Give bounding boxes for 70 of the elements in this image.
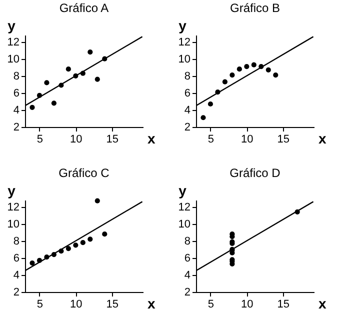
y-tick-label: 6 xyxy=(13,252,20,264)
y-tick-label: 8 xyxy=(13,70,20,82)
point xyxy=(30,104,35,110)
point xyxy=(66,246,71,252)
y-axis-title: y xyxy=(8,18,16,34)
point xyxy=(66,66,71,72)
point xyxy=(208,101,214,107)
point xyxy=(222,79,228,84)
y-tick-label: 4 xyxy=(184,269,190,282)
point xyxy=(94,76,100,82)
x-axis-title: x xyxy=(318,130,326,146)
point xyxy=(273,72,278,78)
y-tick-label: 10 xyxy=(7,53,20,66)
point xyxy=(236,66,242,72)
chart-title: Gráfico C xyxy=(58,166,110,180)
x-tick-label: 15 xyxy=(277,298,290,310)
y-tick-label: 6 xyxy=(184,252,190,264)
point xyxy=(94,198,100,204)
y-tick-label: 4 xyxy=(13,104,20,116)
y-axis-title: y xyxy=(178,182,187,198)
point xyxy=(266,67,271,72)
y-tick-label: 8 xyxy=(184,235,190,248)
chart-title: Gráfico B xyxy=(230,1,280,15)
y-tick-label: 2 xyxy=(184,122,190,134)
y-tick-label: 10 xyxy=(7,218,20,230)
y-tick-label: 6 xyxy=(13,87,20,100)
y-tick-label: 10 xyxy=(178,53,190,66)
point xyxy=(251,62,256,68)
x-axis-title: x xyxy=(148,130,156,146)
x-tick-label: 10 xyxy=(70,134,82,146)
x-tick-label: 5 xyxy=(36,134,44,146)
y-tick-label: 8 xyxy=(13,235,20,248)
x-tick-label: 10 xyxy=(241,134,254,146)
x-tick-label: 5 xyxy=(208,298,214,310)
y-axis-title: y xyxy=(8,182,16,198)
x-tick-label: 15 xyxy=(106,298,118,310)
y-tick-label: 12 xyxy=(178,201,190,214)
point xyxy=(44,80,50,86)
y-tick-label: 2 xyxy=(13,122,20,134)
point xyxy=(230,72,235,78)
y-tick-label: 12 xyxy=(7,36,20,48)
chart-title: Gráfico A xyxy=(59,1,109,15)
y-tick-label: 4 xyxy=(13,269,20,282)
x-axis-title: x xyxy=(318,296,326,312)
point xyxy=(244,64,250,70)
x-tick-label: 5 xyxy=(36,298,44,310)
x-tick-label: 15 xyxy=(106,134,118,146)
x-tick-label: 5 xyxy=(208,134,214,146)
point xyxy=(200,115,206,120)
y-tick-label: 2 xyxy=(184,286,190,298)
point xyxy=(88,49,93,55)
point xyxy=(51,100,57,106)
point xyxy=(88,236,93,242)
chart-title: Gráfico D xyxy=(230,166,281,180)
point xyxy=(30,260,35,266)
y-tick-label: 12 xyxy=(7,201,20,214)
x-tick-label: 15 xyxy=(277,134,290,146)
y-tick-label: 8 xyxy=(184,70,190,82)
y-axis-title: y xyxy=(178,18,187,34)
point xyxy=(80,240,86,246)
y-tick-label: 4 xyxy=(184,104,190,116)
point xyxy=(73,242,78,248)
x-axis-title: x xyxy=(148,296,156,312)
x-tick-label: 10 xyxy=(70,298,82,310)
y-tick-label: 12 xyxy=(178,36,190,48)
y-tick-label: 10 xyxy=(178,218,190,230)
y-tick-label: 6 xyxy=(184,87,190,100)
point xyxy=(102,232,108,237)
x-tick-label: 10 xyxy=(241,298,254,310)
y-tick-label: 2 xyxy=(13,286,20,298)
